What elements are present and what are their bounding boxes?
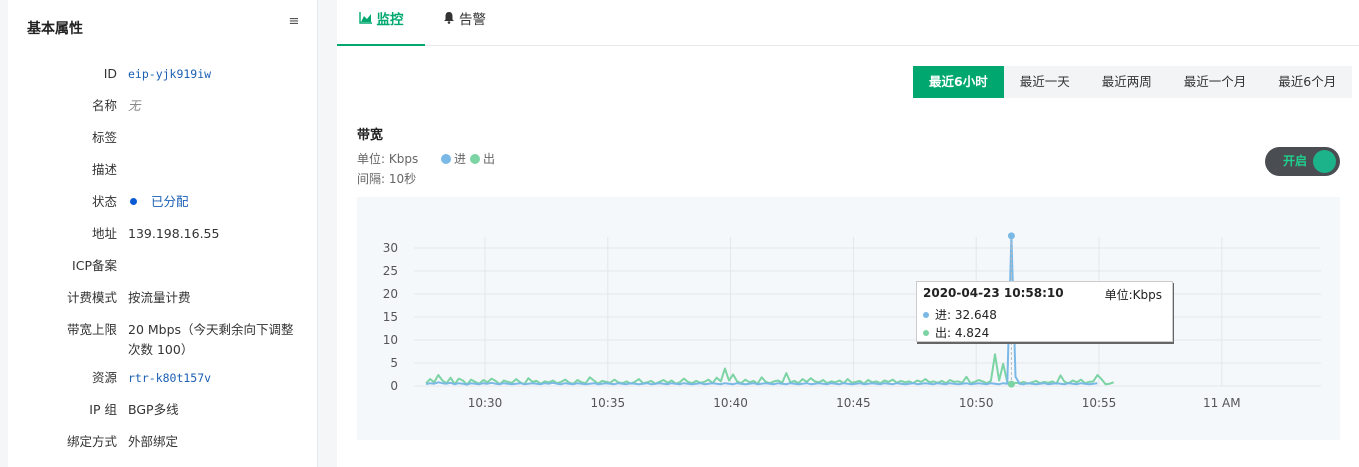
tab-alarm[interactable]: 告警 (443, 0, 503, 46)
x-tick-label: 10:50 (959, 396, 994, 410)
prop-label: 地址 (91, 226, 117, 241)
prop-label: ICP备案 (72, 258, 117, 273)
prop-icp: ICP备案 (8, 256, 318, 288)
range-6h-button[interactable]: 最近6小时 (913, 66, 1004, 98)
x-tick-label: 10:45 (836, 396, 871, 410)
status-dot-icon (130, 198, 137, 205)
legend-label: 进 (454, 152, 467, 166)
menu-icon[interactable]: ≡ (288, 14, 300, 29)
prop-value: 外部绑定 (128, 434, 179, 449)
prop-label: 计费模式 (66, 290, 117, 305)
y-tick-label: 5 (390, 356, 398, 370)
basic-properties-panel: 基本属性 ≡ ID eip-yjk919iw 名称 无 标签 描述 状态 已分配… (8, 0, 318, 467)
tab-bar: 监控 告警 (337, 0, 1359, 46)
range-6m-button[interactable]: 最近6个月 (1262, 66, 1353, 98)
prop-label: 带宽上限 (66, 322, 117, 337)
prop-value: 按流量计费 (128, 290, 191, 305)
chart-legend: 进 出 (441, 150, 495, 167)
prop-label: IP 组 (89, 402, 117, 417)
x-tick-label: 10:40 (713, 396, 748, 410)
tooltip-in-value: 进: 32.648 (935, 308, 997, 322)
y-tick-label: 25 (383, 264, 398, 278)
prop-id: ID eip-yjk919iw (8, 64, 318, 96)
prop-label: ID (103, 66, 117, 81)
tab-monitor[interactable]: 监控 (337, 0, 425, 46)
prop-label: 描述 (91, 162, 117, 177)
tooltip-dot-in (923, 311, 929, 318)
prop-billing-mode: 计费模式 按流量计费 (8, 288, 318, 320)
prop-label: 状态 (91, 194, 117, 209)
series-line-in (425, 234, 1098, 386)
series-line-out (425, 353, 1115, 386)
chart-tooltip: 2020-04-23 10:58:10 单位:Kbps 进: 32.648 出:… (916, 281, 1173, 342)
tooltip-out-value: 出: 4.824 (935, 326, 990, 340)
y-tick-label: 20 (383, 287, 398, 301)
tab-label: 告警 (459, 12, 486, 28)
resource-link[interactable]: rtr-k80t157v (128, 371, 212, 385)
legend-item-out[interactable]: 出 (470, 150, 495, 167)
x-tick-label: 10:30 (468, 396, 503, 410)
prop-label: 资源 (91, 370, 117, 385)
tooltip-time: 2020-04-23 10:58:10 (923, 286, 1064, 300)
bell-icon (443, 0, 455, 40)
prop-value: 139.198.16.55 (128, 226, 220, 241)
prop-bandwidth-limit: 带宽上限 20 Mbps（今天剩余向下调整次数 100） (8, 320, 318, 360)
prop-address: 地址 139.198.16.55 (8, 224, 318, 256)
legend-item-in[interactable]: 进 (441, 150, 466, 167)
range-2w-button[interactable]: 最近两周 (1085, 66, 1168, 98)
hover-point-in (1007, 232, 1015, 240)
prop-value: 20 Mbps（今天剩余向下调整次数 100） (128, 322, 294, 357)
chart-unit: 单位: Kbps (357, 152, 419, 166)
prop-resource: 资源 rtr-k80t157v (8, 368, 318, 400)
time-range-group: 最近6小时 最近一天 最近两周 最近一个月 最近6个月 (913, 66, 1353, 98)
hover-point-out (1007, 380, 1015, 388)
monitor-area: 监控 告警 最近6小时 最近一天 最近两周 最近一个月 最近6个月 带宽 单位:… (337, 0, 1359, 467)
y-tick-label: 15 (383, 310, 398, 324)
eip-id-link[interactable]: eip-yjk919iw (128, 67, 212, 81)
prop-tags: 标签 (8, 128, 318, 160)
toggle-label: 开启 (1283, 154, 1308, 168)
tab-label: 监控 (376, 12, 404, 28)
prop-label: 名称 (91, 98, 117, 113)
toggle-knob (1313, 150, 1336, 173)
prop-value: 无 (128, 98, 141, 113)
prop-value: BGP多线 (128, 402, 179, 417)
status-value: 已分配 (128, 192, 298, 212)
prop-label: 绑定方式 (66, 434, 117, 449)
tooltip-row-in: 进: 32.648 (923, 306, 997, 323)
chart-interval: 间隔: 10秒 (357, 172, 417, 186)
panel-title: 基本属性 (27, 21, 83, 37)
y-tick-label: 30 (383, 241, 398, 255)
range-1m-button[interactable]: 最近一个月 (1167, 66, 1263, 98)
area-chart-icon (358, 0, 373, 40)
legend-dot-out (470, 153, 481, 164)
legend-dot-in (441, 153, 451, 164)
y-tick-label: 10 (383, 333, 398, 347)
prop-ip-group: IP 组 BGP多线 (8, 400, 318, 432)
prop-label: 标签 (91, 130, 117, 145)
range-1d-button[interactable]: 最近一天 (1003, 66, 1086, 98)
x-tick-label: 10:35 (591, 396, 626, 410)
y-tick-label: 0 (390, 379, 398, 393)
tooltip-dot-out (923, 329, 929, 336)
prop-status: 状态 已分配 (8, 192, 318, 224)
prop-description: 描述 (8, 160, 318, 192)
tooltip-row-out: 出: 4.824 (923, 324, 989, 341)
bandwidth-chart[interactable]: 0 5 10 15 20 25 30 10:30 10:35 10:40 10:45 10:50 10:… (357, 197, 1340, 440)
x-tick-label: 11 AM (1203, 396, 1241, 410)
auto-refresh-toggle[interactable]: 开启 (1265, 147, 1340, 176)
prop-binding-mode: 绑定方式 外部绑定 (8, 432, 318, 464)
x-tick-label: 10:55 (1082, 396, 1117, 410)
tooltip-unit: 单位:Kbps (1104, 288, 1162, 302)
status-text: 已分配 (151, 194, 189, 209)
chart-title: 带宽 (357, 128, 384, 143)
prop-name: 名称 无 (8, 96, 318, 128)
legend-label: 出 (483, 152, 496, 166)
chart-svg: 0 5 10 15 20 25 30 10:30 10:35 10:40 10:45 10:50 10:… (383, 232, 1321, 410)
